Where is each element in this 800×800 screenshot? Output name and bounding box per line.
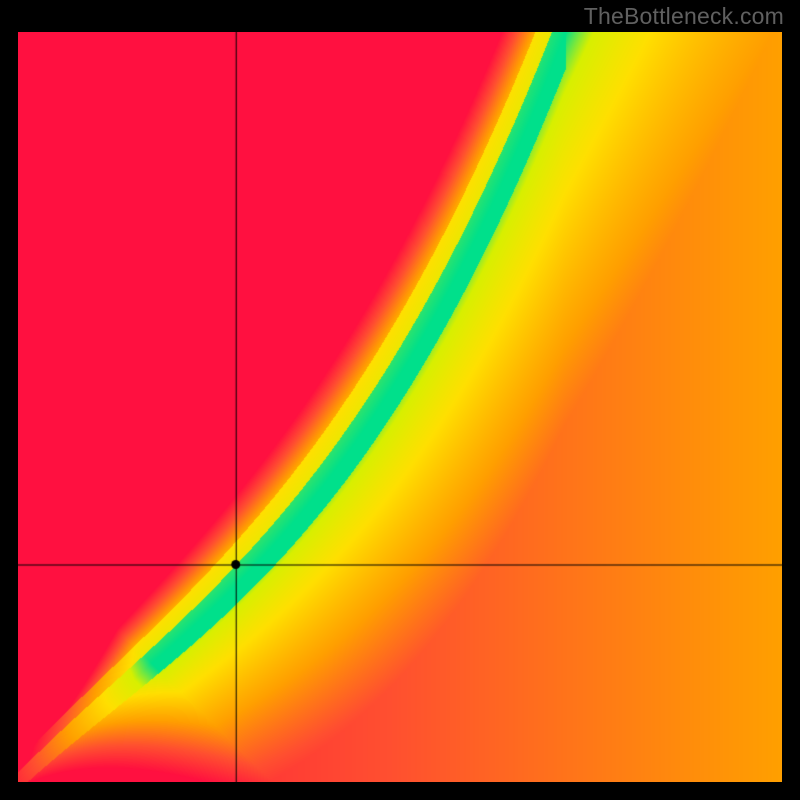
watermark-text: TheBottleneck.com xyxy=(584,3,784,30)
heatmap-plot xyxy=(18,32,782,782)
heatmap-canvas xyxy=(18,32,782,782)
